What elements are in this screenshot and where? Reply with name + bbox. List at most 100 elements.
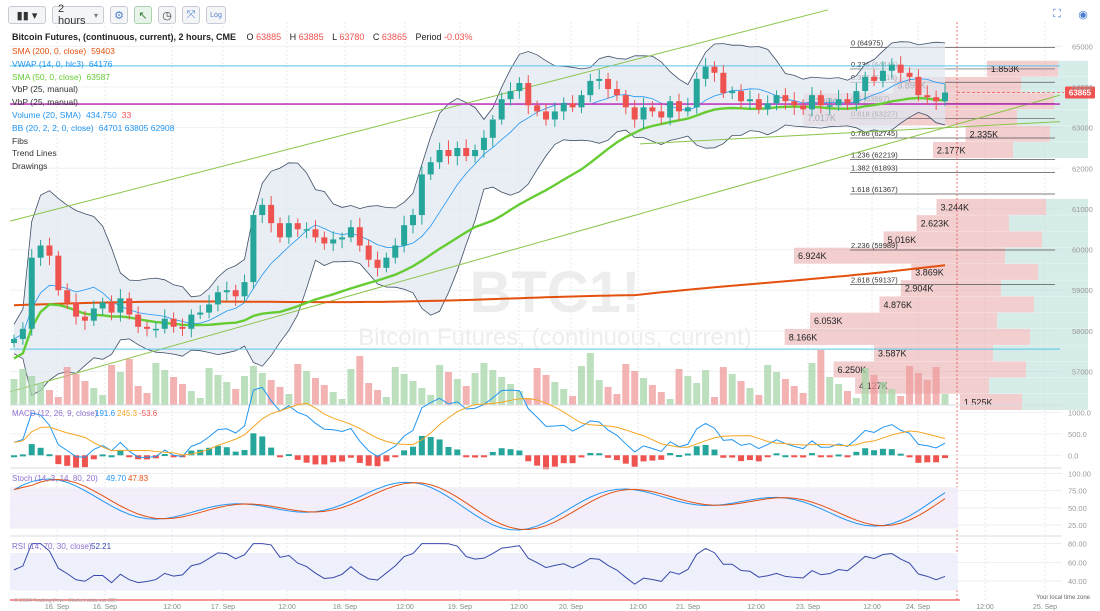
macd-hist-value: -53.6: [139, 409, 158, 418]
fullscreen-icon[interactable]: ⛶: [1053, 7, 1061, 20]
chart-header: Bitcoin Futures, (continuous, current), …: [12, 32, 473, 42]
macd-bar: [126, 455, 133, 458]
macd-bar: [161, 454, 168, 457]
interval-value: 2 hours: [58, 3, 86, 27]
last-price-badge: [1065, 86, 1095, 99]
volume-bar: [613, 394, 621, 405]
macd-bar: [596, 453, 603, 456]
legend-item[interactable]: Trend Lines: [12, 148, 57, 158]
candle: [897, 64, 904, 73]
macd-bar: [339, 455, 346, 462]
candle: [321, 237, 328, 244]
candle: [28, 257, 35, 329]
time-tick-label: 23. Sep: [796, 604, 820, 611]
watermark-name: Bitcoin Futures, (continuous, current): [358, 324, 752, 351]
vbp-up-bar: [1030, 328, 1088, 345]
macd-bar: [90, 455, 97, 460]
time-tick-label: 16. Sep: [93, 604, 117, 611]
compare-icon[interactable]: ⤧: [182, 6, 200, 24]
vbp-label: 2.623K: [921, 219, 950, 229]
volume-bar: [329, 392, 337, 405]
volume-bar: [10, 379, 18, 405]
macd-bar: [746, 455, 753, 461]
candle: [667, 101, 674, 118]
candle: [516, 82, 523, 92]
macd-bar: [498, 448, 505, 456]
volume-bar: [507, 384, 515, 405]
clock-icon[interactable]: ◷: [158, 6, 176, 24]
legend-item[interactable]: Fibs: [12, 136, 28, 146]
volume-bar: [303, 371, 311, 405]
macd-bar: [223, 447, 230, 456]
vbp-label: 6.053K: [814, 316, 843, 326]
cursor-icon[interactable]: ↖: [134, 6, 152, 24]
vbp-label: 6.924K: [798, 251, 827, 261]
time-tick-label: 12:00: [976, 604, 994, 611]
vbp-down-bar: [936, 198, 1046, 215]
candle: [99, 302, 106, 309]
macd-bar: [436, 439, 443, 456]
legend-item[interactable]: Drawings: [12, 161, 47, 171]
candle: [764, 103, 771, 110]
legend-item[interactable]: BB (20, 2, 2, 0, close) 64701 63805 62908: [12, 123, 174, 133]
macd-bar: [915, 455, 922, 463]
volume-bar: [418, 388, 426, 405]
legend-item[interactable]: VbP (25, manual): [12, 97, 78, 107]
volume-bar: [170, 377, 178, 405]
vbp-down-bar: [911, 263, 1038, 280]
volume-bar: [391, 367, 399, 405]
gear-icon[interactable]: ⚙: [110, 6, 128, 24]
candle: [569, 103, 576, 108]
candle: [383, 257, 390, 268]
macd-bar: [942, 455, 948, 459]
candle: [844, 99, 851, 104]
volume-bar: [125, 359, 133, 405]
candles-icon[interactable]: ▮▮ ▾: [8, 6, 46, 24]
legend-value: 434.750: [85, 110, 117, 120]
legend-label: Trend Lines: [12, 148, 57, 159]
volume-bar: [897, 396, 905, 405]
vbp-label: 3.587K: [878, 349, 907, 359]
candle: [170, 318, 177, 327]
time-tick-label: 12:00: [747, 604, 765, 611]
volume-bar: [63, 367, 71, 405]
volume-bar: [728, 374, 736, 405]
candle: [631, 107, 638, 120]
legend-item[interactable]: VWAP (14, 0, hlc3) 64176: [12, 59, 112, 69]
rsi-tick-label: 40.00: [1068, 577, 1087, 586]
legend-item[interactable]: VbP (25, manual): [12, 84, 78, 94]
macd-bar: [427, 437, 434, 456]
legend-item[interactable]: Volume (20, SMA) 434.750 33: [12, 110, 131, 120]
candle: [374, 259, 381, 268]
time-tick-label: 12:00: [396, 604, 414, 611]
vbp-up-bar: [1009, 215, 1088, 232]
candle: [791, 101, 798, 106]
legend-value: 63587: [86, 71, 111, 82]
bollinger-lower: [13, 111, 946, 397]
rsi-value: 52.21: [91, 542, 112, 551]
candle: [144, 326, 150, 329]
legend-item[interactable]: SMA (200, 0, close) 59403: [12, 46, 115, 56]
candle: [126, 298, 133, 315]
log-scale-icon[interactable]: Log: [206, 6, 226, 24]
candle: [117, 298, 124, 313]
macd-bar: [844, 455, 851, 458]
vbp-label: 1.525K: [964, 397, 993, 407]
macd-bar: [809, 453, 815, 456]
camera-icon[interactable]: ◉: [1078, 8, 1088, 21]
candle: [702, 66, 709, 79]
interval-select[interactable]: 2 hours ▾: [52, 3, 104, 27]
stoch-d-value: 47.83: [128, 474, 149, 483]
macd-bar: [711, 449, 718, 456]
macd-bar: [578, 455, 585, 458]
macd-bar: [791, 455, 798, 458]
vbp-label: 3.869K: [915, 267, 944, 277]
legend-item[interactable]: SMA (50, 0, close) 63587: [12, 72, 110, 82]
macd-bar: [206, 447, 213, 456]
vbp-up-bar: [1046, 198, 1088, 215]
candle: [259, 204, 266, 216]
price-tick-label: 57000: [1072, 367, 1093, 376]
sma-50-line: [13, 96, 946, 360]
volume-bar: [746, 388, 754, 405]
